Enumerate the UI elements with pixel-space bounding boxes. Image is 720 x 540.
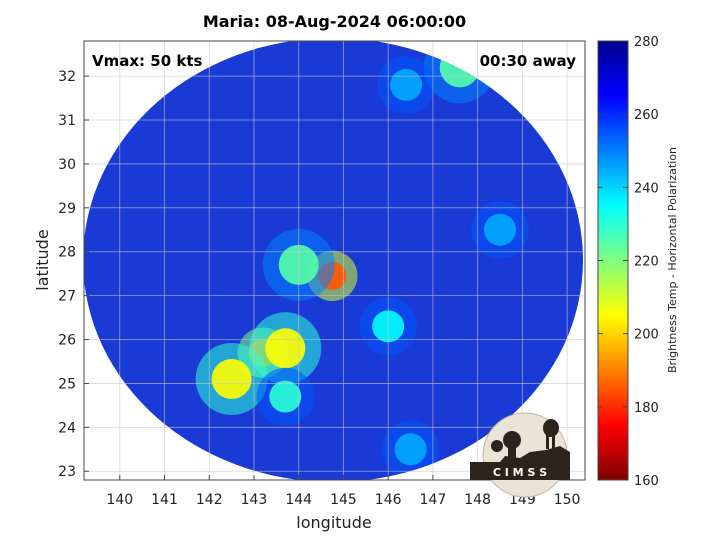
feature-core xyxy=(484,213,517,246)
cimss-logo: C I M S S xyxy=(470,412,570,498)
y-axis-label: latitude xyxy=(33,229,52,290)
x-tick-label: 146 xyxy=(375,492,402,508)
colorbar-tick-label: 240 xyxy=(634,181,659,196)
x-tick-label: 143 xyxy=(241,492,268,508)
x-tick-label: 145 xyxy=(330,492,357,508)
colorbar-label: Brightness Temp - Horizontal Polarizatio… xyxy=(666,147,679,373)
feature-core xyxy=(394,433,427,466)
y-tick-label: 26 xyxy=(58,333,76,349)
x-axis-label: longitude xyxy=(296,513,371,532)
feature-core xyxy=(265,328,306,369)
colorbar-tick-label: 220 xyxy=(634,255,659,270)
y-tick-label: 29 xyxy=(58,201,76,217)
y-tick-label: 28 xyxy=(58,245,76,261)
x-tick-label: 148 xyxy=(464,492,491,508)
cimss-logo-text: C I M S S xyxy=(493,466,547,479)
x-tick-label: 147 xyxy=(420,492,447,508)
y-ticks: 23 24 25 26 27 28 29 30 31 32 xyxy=(58,69,89,480)
vmax-label: Vmax: 50 kts xyxy=(92,52,203,70)
y-tick-label: 31 xyxy=(58,113,76,129)
x-tick-label: 144 xyxy=(285,492,312,508)
y-tick-label: 23 xyxy=(58,464,76,480)
plot-title: Maria: 08-Aug-2024 06:00:00 xyxy=(202,12,467,31)
colorbar-tick-label: 260 xyxy=(634,108,659,123)
feature-core xyxy=(390,68,423,101)
y-tick-label: 24 xyxy=(58,420,76,436)
x-tick-label: 141 xyxy=(151,492,178,508)
y-tick-label: 30 xyxy=(58,157,76,173)
colorbar-tick-label: 280 xyxy=(634,35,659,50)
x-tick-label: 150 xyxy=(554,492,581,508)
y-tick-label: 32 xyxy=(58,69,76,85)
colorbar-tick-label: 160 xyxy=(634,474,659,489)
colorbar-tick-label: 200 xyxy=(634,328,659,343)
y-tick-label: 25 xyxy=(58,376,76,392)
feature-core xyxy=(211,359,252,400)
x-tick-label: 142 xyxy=(196,492,223,508)
feature-core xyxy=(269,380,302,413)
axes-frame xyxy=(83,40,586,481)
colorbar-ticks: 280 260 240 220 200 180 160 xyxy=(598,35,659,489)
colorbar-tick-label: 180 xyxy=(634,401,659,416)
time-away-label: 00:30 away xyxy=(479,52,576,70)
y-tick-label: 27 xyxy=(58,289,76,305)
x-tick-label: 140 xyxy=(106,492,133,508)
